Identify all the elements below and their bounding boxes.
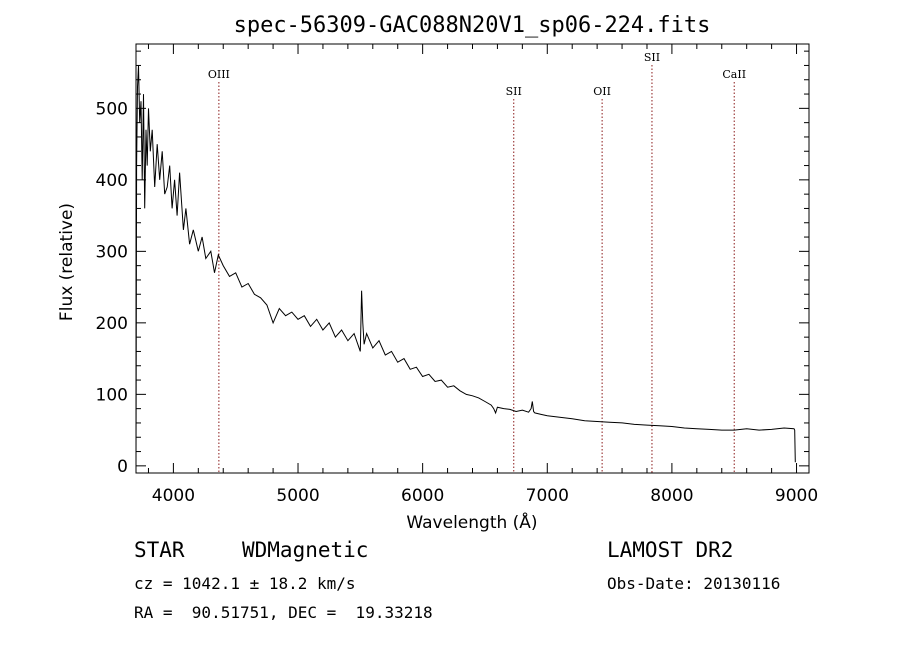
survey-name: LAMOST DR2: [607, 538, 734, 562]
y-tick-label: 0: [117, 457, 128, 477]
y-tick-label: 200: [96, 314, 128, 334]
line-label-sii-3: SII: [644, 51, 660, 64]
y-tick-label: 100: [96, 385, 128, 405]
x-tick-label: 7000: [526, 486, 569, 506]
x-tick-label: 5000: [276, 486, 319, 506]
x-tick-label: 9000: [775, 486, 818, 506]
plot-frame: [135, 43, 810, 474]
redshift-velocity: cz = 1042.1 ± 18.2 km/s: [134, 574, 356, 593]
x-axis-label: Wavelength (Å): [406, 511, 537, 533]
line-label-sii-1: SII: [506, 85, 522, 98]
line-label-oii-2: OII: [593, 85, 611, 98]
axis-ticks: 4000 5000 6000 7000 8000 9000 0 100 200 300 400 500: [96, 44, 818, 506]
observation-date: Obs-Date: 20130116: [607, 574, 781, 593]
x-tick-label: 6000: [401, 486, 444, 506]
x-tick-label: 8000: [650, 486, 693, 506]
line-label-oiii-0: OIII: [208, 68, 230, 81]
object-class: STAR: [134, 538, 185, 562]
y-axis-label: Flux (relative): [57, 203, 77, 321]
emission-line-markers: OIII SII OII SII CaII: [208, 51, 746, 473]
y-tick-label: 400: [96, 171, 128, 191]
x-tick-label: 4000: [152, 486, 195, 506]
y-tick-label: 300: [96, 242, 128, 262]
sky-coordinates: RA = 90.51751, DEC = 19.33218: [134, 603, 433, 622]
chart-title: spec-56309-GAC088N20V1_sp06-224.fits: [234, 13, 711, 38]
y-tick-label: 500: [96, 99, 128, 119]
object-subclass: WDMagnetic: [242, 538, 369, 562]
line-label-caii-4: CaII: [722, 68, 746, 81]
spectrum-line: [135, 65, 796, 463]
